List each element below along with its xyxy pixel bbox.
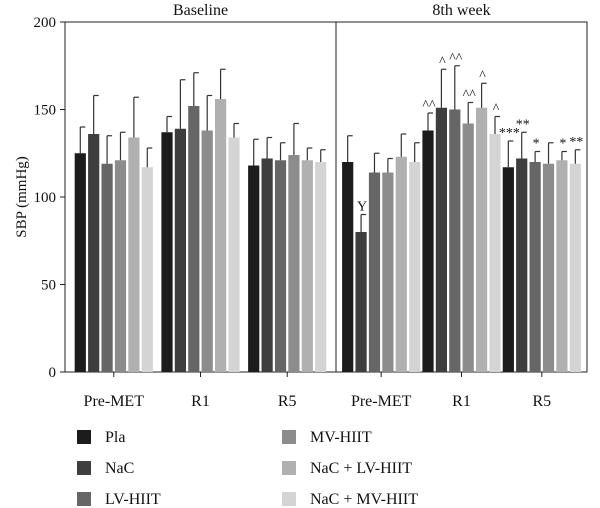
bar (476, 107, 488, 372)
y-tick-label: 200 (34, 15, 57, 31)
legend-swatch (77, 492, 91, 506)
bar (228, 137, 240, 372)
bar (342, 162, 354, 372)
bar (355, 232, 367, 372)
significance-marker: ** (569, 135, 583, 150)
legend-swatch (77, 461, 91, 475)
bar (141, 167, 153, 372)
bar (462, 123, 474, 372)
legend-label: LV-HIIT (105, 491, 161, 508)
significance-marker: ^ (493, 102, 500, 117)
bar (201, 130, 213, 372)
significance-marker: Y (357, 200, 367, 215)
bar (569, 163, 581, 372)
significance-marker: ** (516, 117, 530, 132)
plot-area: 0 50 100 150 200 SBP (mmHg) Baseline Pre-MET R1 R… (14, 2, 588, 410)
y-tick-label: 50 (41, 278, 56, 294)
bar (489, 134, 501, 372)
bar (301, 160, 313, 372)
y-tick-label: 100 (34, 190, 57, 206)
bar (174, 128, 186, 372)
legend-label: NaC (105, 460, 134, 477)
bar (315, 162, 327, 372)
bar (395, 156, 407, 372)
significance-marker: ^ (439, 54, 446, 69)
legend-swatch (282, 492, 296, 506)
bar (542, 163, 555, 372)
x-group-label: Pre-MET (351, 393, 412, 410)
legend-label: NaC + MV-HIIT (310, 491, 418, 508)
legend: Pla NaC LV-HIIT MV-HIIT NaC + LV-HIIT NaC + M… (77, 429, 418, 508)
bar (422, 130, 434, 372)
significance-marker: ^^ (463, 88, 477, 103)
bar (215, 99, 227, 372)
bar (114, 160, 127, 372)
y-tick-label: 0 (49, 365, 57, 381)
significance-marker: * (533, 137, 540, 152)
bar (409, 162, 421, 372)
bar (74, 153, 86, 372)
bar (368, 172, 381, 372)
y-tick-label: 150 (34, 103, 57, 119)
panel-title: Baseline (173, 2, 228, 19)
bar (128, 137, 140, 372)
bar (188, 106, 200, 372)
bar (161, 132, 173, 372)
bar (261, 158, 273, 372)
x-group-label: R1 (191, 393, 210, 410)
bar (382, 172, 394, 372)
significance-marker: *** (499, 126, 520, 141)
significance-marker: ^ (479, 68, 486, 83)
legend-label: MV-HIIT (310, 429, 372, 446)
bar (502, 167, 514, 372)
legend-label: Pla (105, 429, 125, 446)
x-group-label: R1 (452, 393, 471, 410)
legend-label: NaC + LV-HIIT (310, 460, 412, 477)
x-group-label: R5 (532, 393, 551, 410)
bar (449, 109, 461, 372)
bar (288, 155, 300, 372)
panel-title: 8th week (432, 2, 490, 19)
bar (88, 134, 100, 372)
significance-marker: ^^ (449, 51, 463, 66)
bar (101, 163, 113, 372)
legend-swatch (282, 430, 296, 444)
bar (274, 160, 287, 372)
bar (556, 160, 568, 372)
y-axis-title: SBP (mmHg) (14, 156, 30, 238)
bar (516, 158, 528, 372)
significance-marker: ^^ (422, 98, 436, 113)
legend-swatch (77, 430, 91, 444)
significance-marker: * (559, 137, 566, 152)
bar (529, 162, 541, 372)
bar (435, 107, 447, 372)
legend-swatch (282, 461, 296, 475)
bar (248, 165, 260, 372)
x-group-label: R5 (278, 393, 297, 410)
x-group-label: Pre-MET (84, 393, 145, 410)
